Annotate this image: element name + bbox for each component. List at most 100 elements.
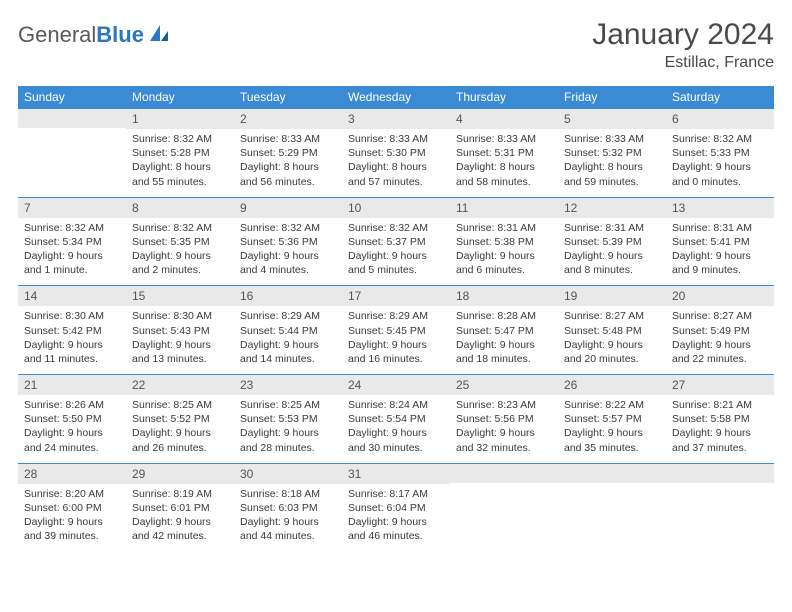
calendar-cell xyxy=(558,463,666,551)
calendar-row: 14Sunrise: 8:30 AMSunset: 5:42 PMDayligh… xyxy=(18,286,774,375)
calendar-cell: 6Sunrise: 8:32 AMSunset: 5:33 PMDaylight… xyxy=(666,109,774,198)
day-number: 19 xyxy=(558,286,666,306)
sunset-text: Sunset: 5:47 PM xyxy=(456,324,552,338)
calendar-cell: 26Sunrise: 8:22 AMSunset: 5:57 PMDayligh… xyxy=(558,375,666,464)
day-info: Sunrise: 8:17 AMSunset: 6:04 PMDaylight:… xyxy=(342,484,450,552)
day-number: 25 xyxy=(450,375,558,395)
calendar-cell: 5Sunrise: 8:33 AMSunset: 5:32 PMDaylight… xyxy=(558,109,666,198)
weekday-header: Monday xyxy=(126,86,234,109)
weekday-header: Saturday xyxy=(666,86,774,109)
sunrise-text: Sunrise: 8:20 AM xyxy=(24,487,120,501)
day-number: 24 xyxy=(342,375,450,395)
sunset-text: Sunset: 5:35 PM xyxy=(132,235,228,249)
daylight-text: Daylight: 8 hours and 56 minutes. xyxy=(240,160,336,188)
sunrise-text: Sunrise: 8:28 AM xyxy=(456,309,552,323)
day-info: Sunrise: 8:27 AMSunset: 5:49 PMDaylight:… xyxy=(666,306,774,374)
daylight-text: Daylight: 8 hours and 58 minutes. xyxy=(456,160,552,188)
sunrise-text: Sunrise: 8:32 AM xyxy=(24,221,120,235)
day-number: 23 xyxy=(234,375,342,395)
day-number: 14 xyxy=(18,286,126,306)
day-info: Sunrise: 8:30 AMSunset: 5:43 PMDaylight:… xyxy=(126,306,234,374)
sunset-text: Sunset: 5:32 PM xyxy=(564,146,660,160)
calendar-cell xyxy=(666,463,774,551)
sunset-text: Sunset: 5:36 PM xyxy=(240,235,336,249)
daylight-text: Daylight: 9 hours and 9 minutes. xyxy=(672,249,768,277)
day-number: 16 xyxy=(234,286,342,306)
sunset-text: Sunset: 6:04 PM xyxy=(348,501,444,515)
day-number xyxy=(450,464,558,483)
location: Estillac, France xyxy=(592,54,774,72)
calendar-cell: 15Sunrise: 8:30 AMSunset: 5:43 PMDayligh… xyxy=(126,286,234,375)
daylight-text: Daylight: 9 hours and 37 minutes. xyxy=(672,426,768,454)
calendar-cell: 18Sunrise: 8:28 AMSunset: 5:47 PMDayligh… xyxy=(450,286,558,375)
calendar-cell: 24 Sunrise: 8:24 AMSunset: 5:54 PMDayligh… xyxy=(342,375,450,464)
sunrise-text: Sunrise: 8:31 AM xyxy=(564,221,660,235)
day-info: Sunrise: 8:33 AMSunset: 5:31 PMDaylight:… xyxy=(450,129,558,197)
day-number: 29 xyxy=(126,464,234,484)
sunset-text: Sunset: 5:54 PM xyxy=(348,412,444,426)
logo-part2: Blue xyxy=(96,22,144,47)
day-info: Sunrise: 8:33 AMSunset: 5:32 PMDaylight:… xyxy=(558,129,666,197)
calendar-cell: 17Sunrise: 8:29 AMSunset: 5:45 PMDayligh… xyxy=(342,286,450,375)
sunset-text: Sunset: 5:44 PM xyxy=(240,324,336,338)
day-info: Sunrise: 8:32 AMSunset: 5:37 PMDaylight:… xyxy=(342,218,450,286)
day-info: Sunrise: 8:30 AMSunset: 5:42 PMDaylight:… xyxy=(18,306,126,374)
sunrise-text: Sunrise: 8:33 AM xyxy=(564,132,660,146)
day-info: Sunrise: 8:23 AMSunset: 5:56 PMDaylight:… xyxy=(450,395,558,463)
daylight-text: Daylight: 9 hours and 16 minutes. xyxy=(348,338,444,366)
calendar-cell: 19Sunrise: 8:27 AMSunset: 5:48 PMDayligh… xyxy=(558,286,666,375)
daylight-text: Daylight: 8 hours and 55 minutes. xyxy=(132,160,228,188)
day-info: Sunrise: 8:22 AMSunset: 5:57 PMDaylight:… xyxy=(558,395,666,463)
sunrise-text: Sunrise: 8:25 AM xyxy=(132,398,228,412)
day-info: Sunrise: 8:21 AMSunset: 5:58 PMDaylight:… xyxy=(666,395,774,463)
daylight-text: Daylight: 9 hours and 24 minutes. xyxy=(24,426,120,454)
calendar-cell: 29Sunrise: 8:19 AMSunset: 6:01 PMDayligh… xyxy=(126,463,234,551)
sunrise-text: Sunrise: 8:18 AM xyxy=(240,487,336,501)
day-number: 18 xyxy=(450,286,558,306)
day-info: Sunrise: 8:33 AMSunset: 5:29 PMDaylight:… xyxy=(234,129,342,197)
day-number: 17 xyxy=(342,286,450,306)
sunrise-text: Sunrise: 8:33 AM xyxy=(348,132,444,146)
calendar-cell: 23Sunrise: 8:25 AMSunset: 5:53 PMDayligh… xyxy=(234,375,342,464)
sunrise-text: Sunrise: 8:30 AM xyxy=(132,309,228,323)
day-number: 10 xyxy=(342,198,450,218)
day-info: Sunrise: 8:29 AMSunset: 5:44 PMDaylight:… xyxy=(234,306,342,374)
sunset-text: Sunset: 5:45 PM xyxy=(348,324,444,338)
day-info: Sunrise: 8:19 AMSunset: 6:01 PMDaylight:… xyxy=(126,484,234,552)
calendar-cell: 1Sunrise: 8:32 AMSunset: 5:28 PMDaylight… xyxy=(126,109,234,198)
sunrise-text: Sunrise: 8:31 AM xyxy=(672,221,768,235)
day-number: 20 xyxy=(666,286,774,306)
day-info: Sunrise: 8:28 AMSunset: 5:47 PMDaylight:… xyxy=(450,306,558,374)
daylight-text: Daylight: 9 hours and 39 minutes. xyxy=(24,515,120,543)
day-number xyxy=(18,109,126,128)
sunrise-text: Sunrise: 8:24 AM xyxy=(348,398,444,412)
sunset-text: Sunset: 5:53 PM xyxy=(240,412,336,426)
daylight-text: Daylight: 9 hours and 30 minutes. xyxy=(348,426,444,454)
sunset-text: Sunset: 5:28 PM xyxy=(132,146,228,160)
day-number: 26 xyxy=(558,375,666,395)
daylight-text: Daylight: 9 hours and 46 minutes. xyxy=(348,515,444,543)
day-number: 3 xyxy=(342,109,450,129)
calendar-row: 7Sunrise: 8:32 AMSunset: 5:34 PMDaylight… xyxy=(18,197,774,286)
day-number: 15 xyxy=(126,286,234,306)
calendar-cell: 12Sunrise: 8:31 AMSunset: 5:39 PMDayligh… xyxy=(558,197,666,286)
daylight-text: Daylight: 9 hours and 22 minutes. xyxy=(672,338,768,366)
sunrise-text: Sunrise: 8:31 AM xyxy=(456,221,552,235)
day-number: 1 xyxy=(126,109,234,129)
calendar-row: 28Sunrise: 8:20 AMSunset: 6:00 PMDayligh… xyxy=(18,463,774,551)
day-info: Sunrise: 8:20 AMSunset: 6:00 PMDaylight:… xyxy=(18,484,126,552)
day-info xyxy=(450,483,558,539)
calendar-cell: 11Sunrise: 8:31 AMSunset: 5:38 PMDayligh… xyxy=(450,197,558,286)
sunset-text: Sunset: 5:31 PM xyxy=(456,146,552,160)
day-number: 13 xyxy=(666,198,774,218)
day-number: 22 xyxy=(126,375,234,395)
sunrise-text: Sunrise: 8:27 AM xyxy=(672,309,768,323)
sail-icon xyxy=(148,23,170,48)
logo-part1: General xyxy=(18,22,96,47)
sunrise-text: Sunrise: 8:21 AM xyxy=(672,398,768,412)
sunset-text: Sunset: 5:30 PM xyxy=(348,146,444,160)
daylight-text: Daylight: 8 hours and 59 minutes. xyxy=(564,160,660,188)
sunset-text: Sunset: 6:01 PM xyxy=(132,501,228,515)
sunset-text: Sunset: 5:42 PM xyxy=(24,324,120,338)
day-number: 31 xyxy=(342,464,450,484)
